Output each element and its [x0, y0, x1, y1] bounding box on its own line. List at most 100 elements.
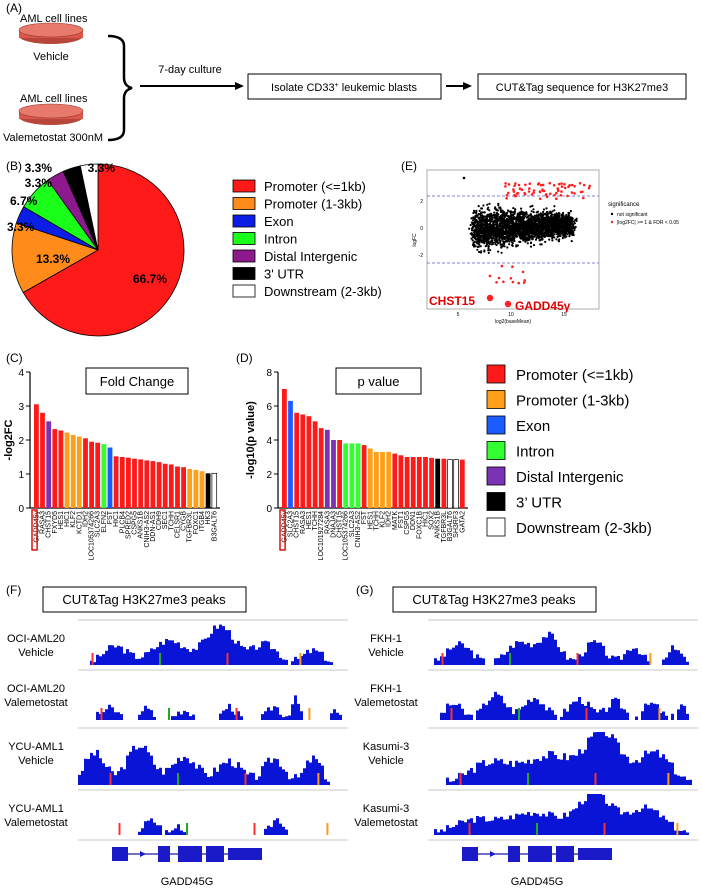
- volcano-point: [506, 225, 509, 228]
- category-label-9: LOC105374266: [89, 511, 96, 561]
- bar-sec1-21: [162, 463, 168, 508]
- volcano-point: [553, 209, 556, 212]
- volcano-point: [532, 208, 535, 211]
- vehicle-cell-line-label: AML cell lines: [20, 13, 88, 25]
- volcano-point: [520, 220, 523, 224]
- volcano-point: [565, 235, 568, 238]
- volcano-point: [491, 230, 494, 233]
- volcano-point: [503, 217, 506, 220]
- volcano-point: [568, 224, 571, 227]
- volcano-point: [475, 241, 478, 244]
- track-title: CUT&Tag H3K27me3 peaks: [412, 592, 576, 607]
- volcano-point: [503, 211, 506, 214]
- volcano-point: [506, 234, 509, 237]
- mismatch-tick: [585, 708, 588, 720]
- bar-cdh9-20: [156, 462, 162, 508]
- isolate-box-label: Isolate CD33+ leukemic blasts: [271, 82, 417, 94]
- volcano-point: [495, 212, 499, 215]
- significant-point: [522, 281, 526, 284]
- category-label-15: TCHH: [373, 511, 380, 530]
- volcano-legend-title: significance: [608, 202, 640, 208]
- chart-title-box: [335, 367, 422, 395]
- volcano-point: [497, 242, 500, 245]
- category-label-29: GATA2: [459, 511, 466, 533]
- volcano-point: [538, 228, 541, 231]
- volcano-point: [499, 240, 502, 243]
- mismatch-tick: [576, 653, 579, 665]
- category-label-5: HIC1: [64, 511, 71, 527]
- mismatch-tick: [159, 653, 161, 665]
- volcano-point: [473, 231, 476, 234]
- track-label-line2-3: Valemetostat: [4, 817, 67, 829]
- volcano-point: [498, 222, 501, 225]
- legend-d-swatch-distal-intergenic: [486, 466, 506, 486]
- track-title-box: [42, 586, 247, 613]
- volcano-point: [557, 229, 560, 232]
- mismatch-tick: [118, 823, 121, 835]
- volcano-point: [505, 217, 508, 220]
- bar-tchh-15: [374, 451, 379, 508]
- pie-value-label-3-utr: 3.3%: [25, 161, 53, 175]
- track-label-line1-2: Kasumi-3: [363, 741, 409, 753]
- category-label-15: SPRED2: [125, 511, 132, 539]
- volcano-point: [481, 218, 484, 221]
- chart-title: p value: [358, 374, 400, 389]
- volcano-point: [473, 240, 476, 243]
- bar-ddn1-21: [410, 457, 416, 508]
- volcano-point: [481, 240, 485, 243]
- mismatch-tick: [177, 773, 179, 785]
- volcano-point: [495, 236, 498, 239]
- volcano-point: [497, 202, 500, 205]
- mismatch-tick: [667, 773, 670, 785]
- volcano-point: [483, 249, 486, 252]
- volcano-point: [503, 242, 506, 245]
- volcano-point: [511, 235, 514, 238]
- volcano-point: [571, 229, 574, 232]
- volcano-point: [502, 237, 505, 240]
- bar-gadd45-0: [282, 389, 287, 508]
- volcano-point: [544, 230, 547, 233]
- category-label-26: FOXC1: [193, 511, 200, 534]
- volcano-point: [485, 225, 488, 228]
- bar-sh3rf3-28: [453, 459, 459, 509]
- track-label-line2-2: Vehicle: [18, 755, 53, 767]
- volcano-point: [532, 211, 535, 214]
- mismatch-tick: [226, 653, 229, 665]
- volcano-point: [486, 208, 489, 211]
- volcano-point: [500, 230, 503, 233]
- category-label-21: SEC1: [162, 511, 169, 529]
- significant-point: [517, 183, 521, 187]
- volcano-point: [469, 223, 472, 227]
- volcano-point: [557, 239, 560, 242]
- significant-point: [521, 270, 525, 274]
- volcano-point: [495, 209, 498, 212]
- volcano-point: [479, 214, 482, 217]
- bar-anks1b-17: [138, 459, 144, 508]
- volcano-point: [490, 227, 493, 231]
- category-label-5: TCHH: [312, 511, 319, 530]
- volcano-point: [516, 213, 520, 216]
- volcano-point: [495, 243, 498, 246]
- coverage-track-1: [78, 695, 348, 720]
- significant-point: [559, 194, 563, 197]
- gene-exon: [508, 846, 520, 862]
- track-label-line2-2: Vehicle: [368, 755, 403, 767]
- volcano-point: [559, 225, 562, 228]
- bar-hes1-14: [367, 448, 373, 508]
- significant-point: [532, 189, 536, 192]
- category-label-13: FST: [361, 510, 368, 524]
- volcano-point: [549, 223, 552, 226]
- bar-hk3-28: [205, 473, 211, 508]
- volcano-point: [554, 213, 557, 216]
- volcano-point: [519, 240, 522, 243]
- volcano-point: [477, 245, 480, 248]
- volcano-point: [485, 217, 488, 220]
- volcano-point: [480, 207, 484, 210]
- volcano-point: [530, 218, 533, 221]
- volcano-point: [484, 225, 487, 229]
- volcano-point: [485, 220, 488, 224]
- volcano-point: [553, 233, 556, 236]
- volcano-point: [540, 219, 543, 222]
- volcano-point: [476, 229, 479, 232]
- volcano-xtick-2: 15: [561, 312, 567, 318]
